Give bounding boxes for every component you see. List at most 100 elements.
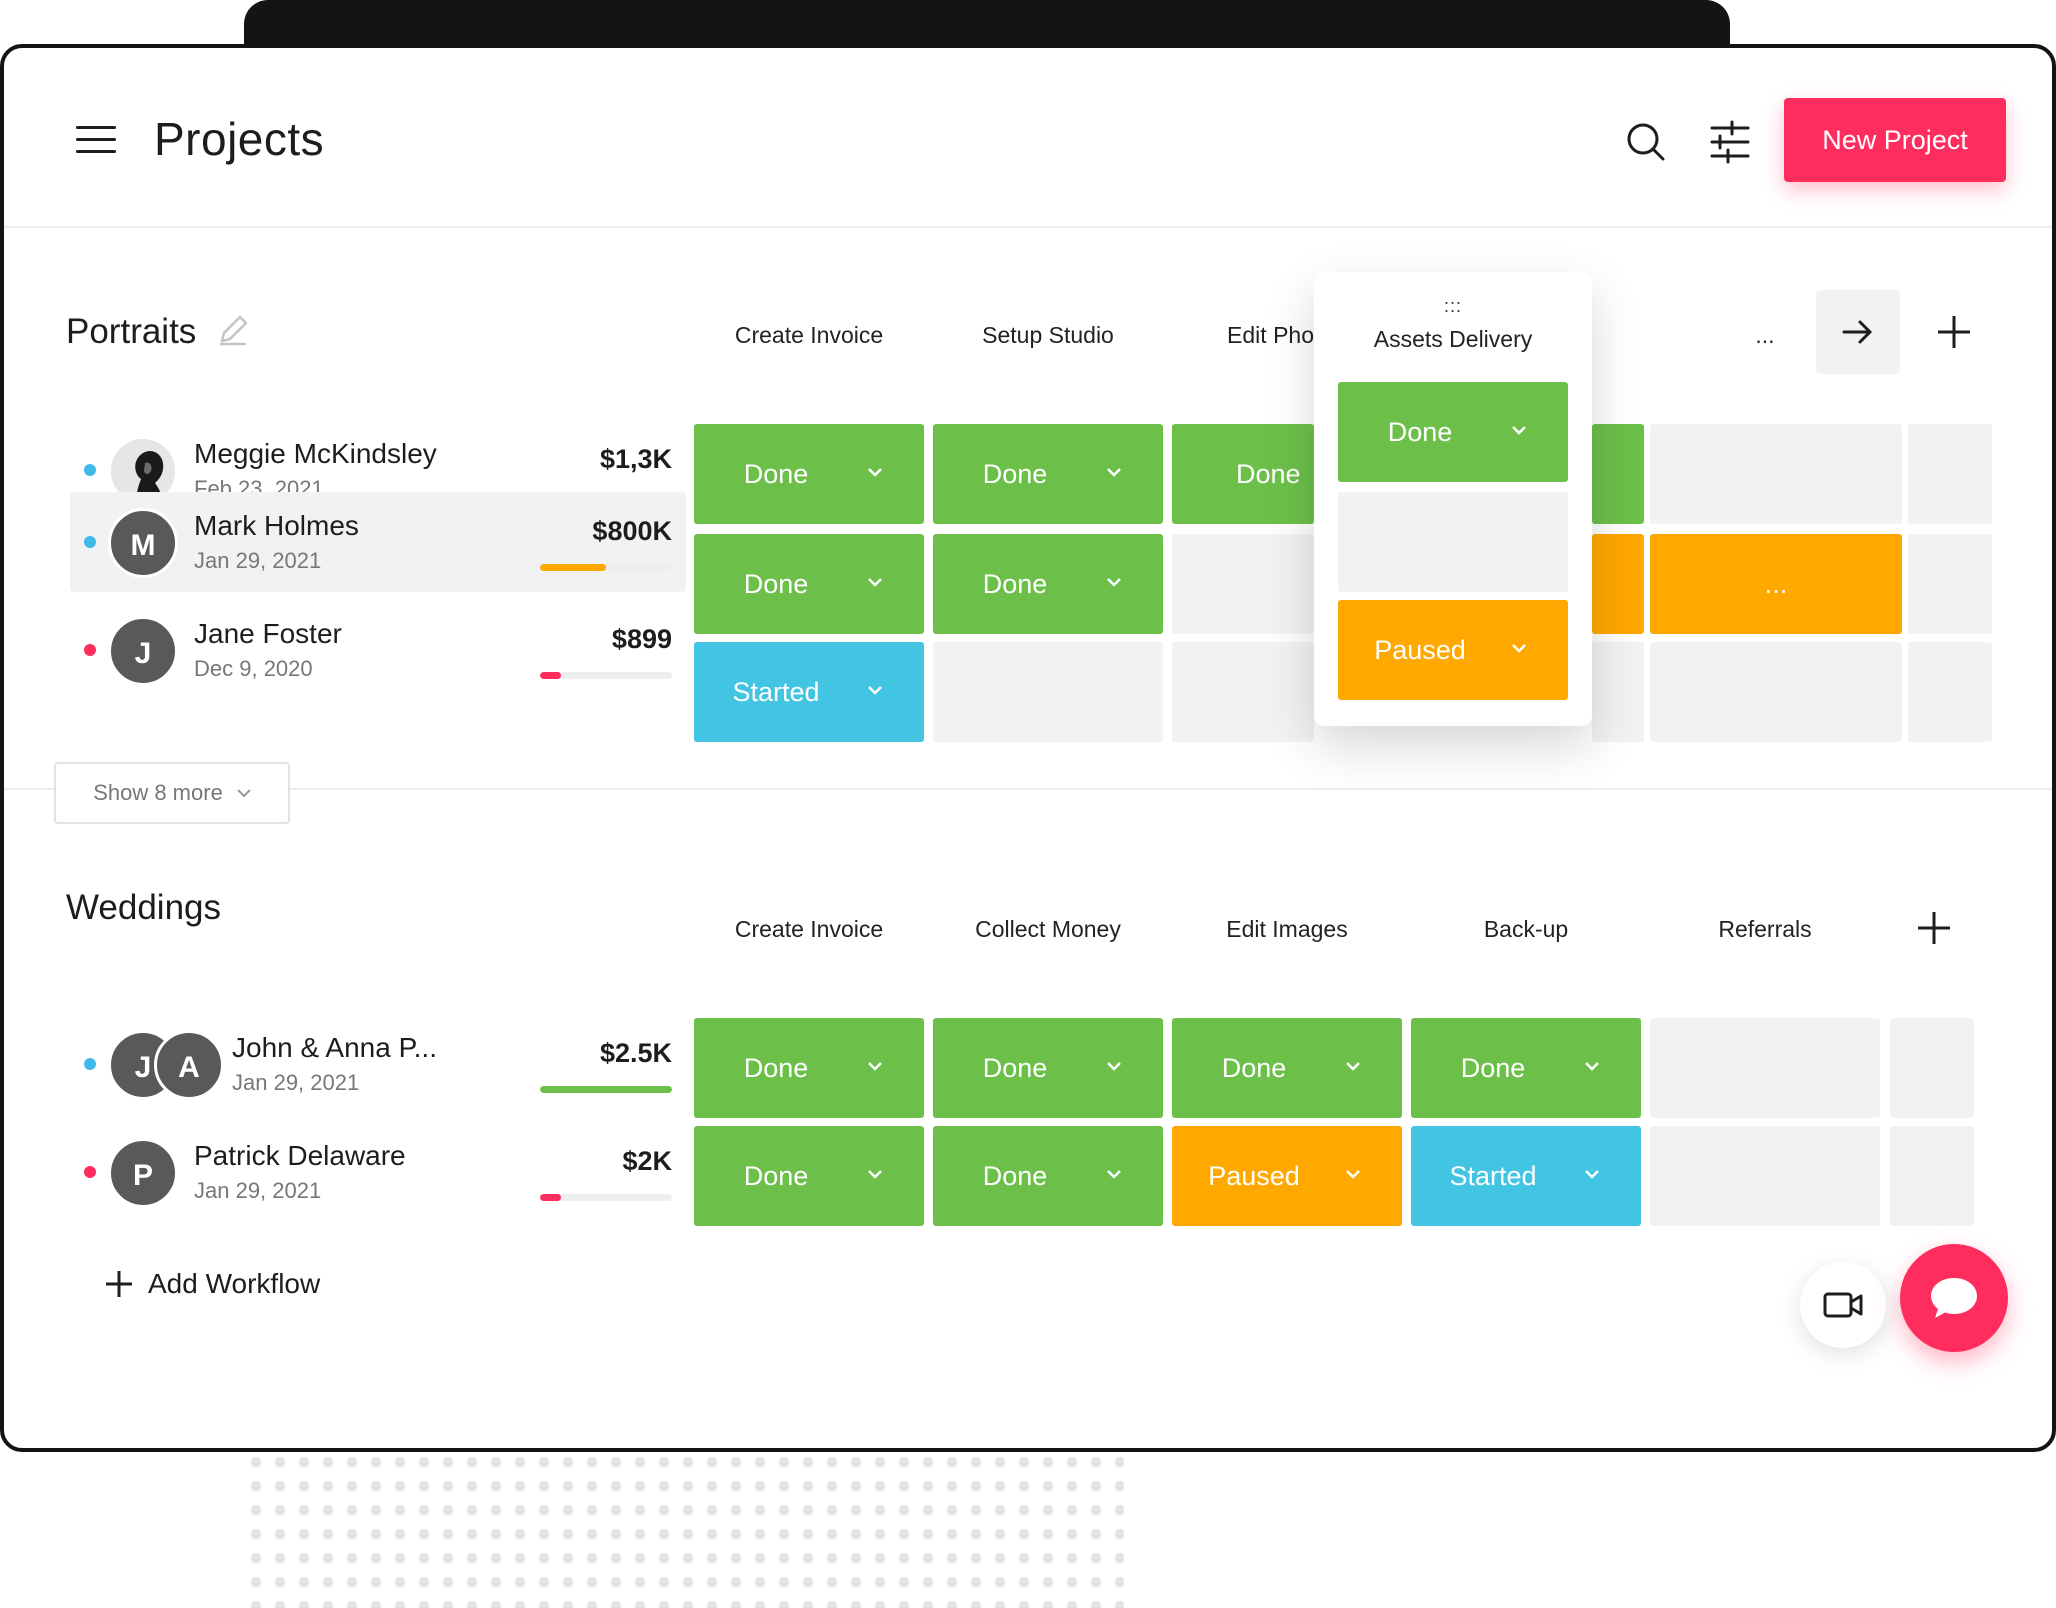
column-header: Edit Images	[1226, 916, 1348, 942]
arrow-right-icon	[1842, 320, 1872, 344]
status-dropdown[interactable]: Done	[1338, 382, 1568, 482]
video-camera-icon	[1823, 1292, 1863, 1318]
empty-cell[interactable]	[1908, 534, 1992, 634]
project-row[interactable]: M Mark Holmes Jan 29, 2021 $800K	[70, 492, 686, 592]
status-dropdown-more[interactable]: ...	[1650, 534, 1902, 634]
search-icon[interactable]	[1622, 118, 1670, 166]
empty-cell[interactable]	[1908, 642, 1992, 742]
empty-cell[interactable]	[1650, 1126, 1880, 1226]
column-header: Edit Pho	[1227, 322, 1314, 348]
client-date: Dec 9, 2020	[194, 656, 313, 681]
project-row[interactable]: J A John & Anna P... Jan 29, 2021 $2.5K	[70, 1014, 686, 1114]
status-dropdown[interactable]: Done	[933, 1126, 1163, 1226]
chevron-down-icon	[1346, 1170, 1360, 1179]
status-dropdown[interactable]: Done	[694, 534, 924, 634]
status-dropdown[interactable]: Paused	[1172, 1126, 1402, 1226]
empty-cell[interactable]	[1890, 1018, 1974, 1118]
status-dropdown[interactable]: Started	[1411, 1126, 1641, 1226]
chevron-down-icon	[1107, 1170, 1121, 1179]
empty-cell[interactable]	[933, 642, 1163, 742]
avatar: P	[108, 1138, 178, 1208]
client-date: Jan 29, 2021	[194, 548, 322, 573]
add-column-plus-icon[interactable]	[1914, 908, 1954, 948]
project-row[interactable]: P Patrick Delaware Jan 29, 2021 $2K	[70, 1122, 686, 1222]
scroll-right-button[interactable]	[1816, 290, 1900, 374]
status-dropdown[interactable]	[1592, 424, 1644, 524]
dragged-column-popup[interactable]: ::: Assets Delivery Done Paused	[1314, 272, 1592, 726]
empty-cell[interactable]	[1908, 424, 1992, 524]
empty-cell[interactable]	[1650, 1018, 1880, 1118]
chevron-down-icon	[868, 686, 882, 695]
empty-cell[interactable]	[1338, 492, 1568, 592]
client-date: Jan 29, 2021	[232, 1070, 360, 1095]
progress-bar	[540, 1194, 672, 1201]
drag-handle-icon[interactable]: :::	[1443, 296, 1462, 316]
video-call-button[interactable]	[1800, 1262, 1886, 1348]
plus-icon	[106, 1271, 132, 1297]
chevron-down-icon	[237, 788, 251, 797]
status-dropdown[interactable]: Done	[933, 424, 1163, 524]
column-header: Create Invoice	[734, 322, 884, 348]
progress-bar	[540, 672, 672, 679]
chevron-down-icon	[1585, 1170, 1599, 1179]
avatar: M	[108, 508, 178, 578]
edit-pencil-icon[interactable]	[216, 313, 250, 347]
column-header: Referrals	[1718, 916, 1812, 942]
status-dropdown[interactable]: Done	[1172, 1018, 1402, 1118]
empty-cell[interactable]	[1592, 642, 1644, 742]
chevron-down-icon	[868, 1170, 882, 1179]
status-dropdown[interactable]: Done	[1411, 1018, 1641, 1118]
hamburger-icon[interactable]	[76, 126, 116, 156]
client-amount: $899	[611, 624, 672, 654]
add-column-plus-icon[interactable]	[1934, 312, 1974, 352]
section-title-weddings: Weddings	[66, 888, 222, 927]
progress-bar	[540, 564, 672, 571]
chevron-down-icon	[868, 468, 882, 477]
status-dot	[84, 464, 96, 476]
column-header: Create Invoice	[734, 916, 884, 942]
app-window: Projects New Project Portraits Create In…	[0, 44, 2056, 1452]
status-dropdown[interactable]: Paused	[1338, 600, 1568, 700]
client-amount: $2.5K	[599, 1038, 672, 1068]
status-dropdown[interactable]: Started	[694, 642, 924, 742]
column-header-more[interactable]: ...	[1755, 322, 1775, 348]
status-dropdown[interactable]: Done	[933, 1018, 1163, 1118]
client-amount: $1,3K	[599, 444, 672, 474]
empty-cell[interactable]	[1172, 642, 1314, 742]
progress-bar	[540, 1086, 672, 1093]
empty-cell[interactable]	[1172, 534, 1314, 634]
status-dot	[84, 1166, 96, 1178]
new-project-button[interactable]: New Project	[1784, 98, 2006, 182]
empty-cell[interactable]	[1650, 642, 1902, 742]
page-title: Projects	[154, 113, 325, 165]
column-header: Back-up	[1483, 916, 1569, 942]
status-dropdown[interactable]: Done	[1172, 424, 1314, 524]
project-row[interactable]: J Jane Foster Dec 9, 2020 $899	[70, 600, 686, 700]
client-name[interactable]: Meggie McKindsley	[194, 438, 437, 469]
status-dropdown[interactable]	[1592, 534, 1644, 634]
status-dropdown[interactable]: Done	[694, 1126, 924, 1226]
client-name[interactable]: Mark Holmes	[194, 510, 359, 541]
chevron-down-icon	[1107, 578, 1121, 587]
status-dropdown[interactable]: Done	[933, 534, 1163, 634]
chat-button[interactable]	[1900, 1244, 2008, 1352]
client-name[interactable]: John & Anna P...	[232, 1032, 437, 1063]
section-divider	[4, 788, 2052, 790]
add-workflow-button[interactable]: Add Workflow	[104, 1268, 320, 1300]
show-more-button[interactable]: Show 8 more	[54, 762, 290, 824]
status-dot	[84, 536, 96, 548]
app-header: Projects New Project	[4, 48, 2052, 228]
chevron-down-icon	[1585, 1062, 1599, 1071]
chevron-down-icon	[1346, 1062, 1360, 1071]
chevron-down-icon	[868, 1062, 882, 1071]
column-header: Collect Money	[975, 916, 1121, 942]
client-name[interactable]: Patrick Delaware	[194, 1140, 406, 1171]
status-dropdown[interactable]: Done	[694, 1018, 924, 1118]
client-name[interactable]: Jane Foster	[194, 618, 342, 649]
sliders-icon[interactable]	[1706, 118, 1754, 166]
empty-cell[interactable]	[1650, 424, 1902, 524]
empty-cell[interactable]	[1890, 1126, 1974, 1226]
section-title-portraits: Portraits	[66, 312, 250, 352]
client-date: Jan 29, 2021	[194, 1178, 322, 1203]
status-dropdown[interactable]: Done	[694, 424, 924, 524]
